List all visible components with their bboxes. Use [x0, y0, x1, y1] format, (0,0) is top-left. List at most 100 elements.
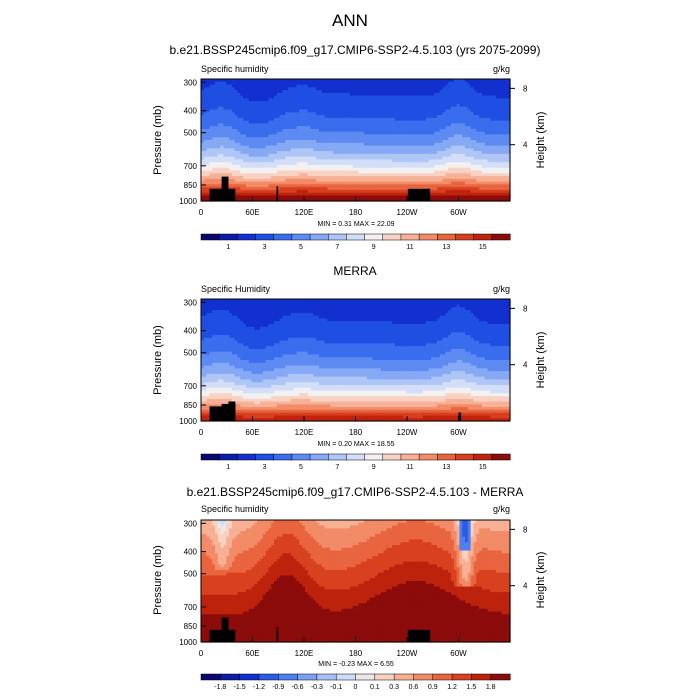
contour-cell: [245, 90, 250, 94]
contour-cell: [265, 87, 270, 91]
colorbar-label: 13: [442, 244, 450, 251]
contour-cell: [282, 106, 286, 111]
contour-cell: [209, 106, 213, 111]
contour-cell: [206, 181, 211, 185]
contour-cell: [229, 120, 233, 124]
contour-cell: [321, 117, 326, 122]
contour-cell: [288, 90, 292, 94]
contour-cell: [201, 153, 205, 158]
contour-cell: [330, 148, 334, 152]
contour-cell: [274, 181, 278, 185]
contour-cell: [296, 81, 300, 86]
contour-cell: [215, 123, 219, 127]
contour-cell: [274, 117, 278, 122]
contour-cell: [265, 151, 270, 155]
contour-cell: [349, 123, 354, 127]
contour-cell: [206, 142, 211, 147]
contour-cell: [299, 90, 303, 94]
contour-cell: [302, 128, 306, 133]
contour-cell: [318, 198, 323, 202]
contour-cell: [285, 148, 289, 152]
contour-cell: [201, 115, 205, 119]
contour-cell: [288, 178, 292, 183]
contour-cell: [366, 87, 371, 91]
contour-cell: [248, 81, 253, 86]
contour-cell: [296, 101, 300, 105]
contour-cell: [254, 103, 258, 108]
contour-cell: [341, 151, 345, 155]
contour-cell: [279, 95, 284, 100]
contour-cell: [347, 115, 351, 119]
contour-cell: [302, 153, 306, 158]
contour-cell: [245, 117, 250, 122]
contour-cell: [366, 151, 371, 155]
contour-cell: [330, 170, 334, 174]
contour-cell: [318, 151, 323, 155]
contour-cell: [240, 95, 244, 100]
contour-cell: [341, 137, 345, 141]
contour-cell: [251, 134, 255, 138]
x-tick-label: 60W: [450, 208, 467, 217]
contour-cell: [237, 167, 241, 172]
contour-cell: [321, 140, 326, 144]
contour-cell: [265, 106, 270, 111]
contour-cell: [240, 195, 244, 199]
contour-cell: [274, 162, 278, 166]
contour-cell: [352, 120, 357, 124]
contour-cell: [327, 159, 331, 163]
contour-cell: [265, 128, 270, 133]
contour-cell: [203, 79, 208, 83]
contour-cell: [330, 90, 334, 94]
contour-cell: [203, 164, 208, 169]
contour-cell: [290, 128, 295, 133]
contour-cell: [316, 153, 320, 158]
contour-cell: [212, 159, 216, 163]
contour-cell: [352, 178, 357, 183]
contour-cell: [271, 134, 275, 138]
contour-cell: [243, 98, 247, 102]
contour-cell: [274, 81, 278, 86]
contour-cell: [333, 167, 337, 172]
contour-cell: [234, 112, 239, 116]
contour-cell: [257, 126, 261, 130]
contour-cell: [206, 92, 211, 97]
contour-cell: [324, 198, 329, 202]
contour-cell: [344, 131, 348, 136]
contour-cell: [223, 109, 227, 113]
contour-cell: [251, 98, 255, 102]
contour-cell: [274, 109, 278, 113]
contour-cell: [313, 126, 317, 130]
contour-cell: [333, 164, 337, 169]
contour-cell: [333, 192, 337, 197]
contour-cell: [341, 173, 345, 177]
contour-cell: [282, 148, 286, 152]
contour-cell: [304, 140, 309, 144]
contour-cell: [327, 117, 331, 122]
contour-cell: [257, 192, 261, 197]
contour-cell: [262, 178, 267, 183]
contour-cell: [215, 117, 219, 122]
contour-cell: [366, 148, 371, 152]
contour-cell: [318, 181, 323, 185]
contour-cell: [361, 173, 365, 177]
contour-cell: [366, 92, 371, 97]
contour-cell: [262, 79, 267, 83]
contour-cell: [217, 103, 222, 108]
contour-cell: [344, 153, 348, 158]
contour-cell: [307, 134, 312, 138]
contour-cell: [327, 87, 331, 91]
contour-cell: [274, 198, 278, 202]
contour-cell: [237, 156, 241, 161]
contour-cell: [212, 103, 216, 108]
contour-cell: [274, 137, 278, 141]
contour-cell: [324, 142, 329, 147]
contour-cell: [296, 145, 300, 149]
contour-cell: [259, 112, 264, 116]
contour-cell: [254, 120, 258, 124]
contour-cell: [234, 156, 239, 161]
contour-cell: [248, 195, 253, 199]
contour-cell: [257, 187, 261, 191]
contour-cell: [217, 164, 222, 169]
contour-cell: [355, 120, 359, 124]
contour-cell: [347, 84, 351, 88]
